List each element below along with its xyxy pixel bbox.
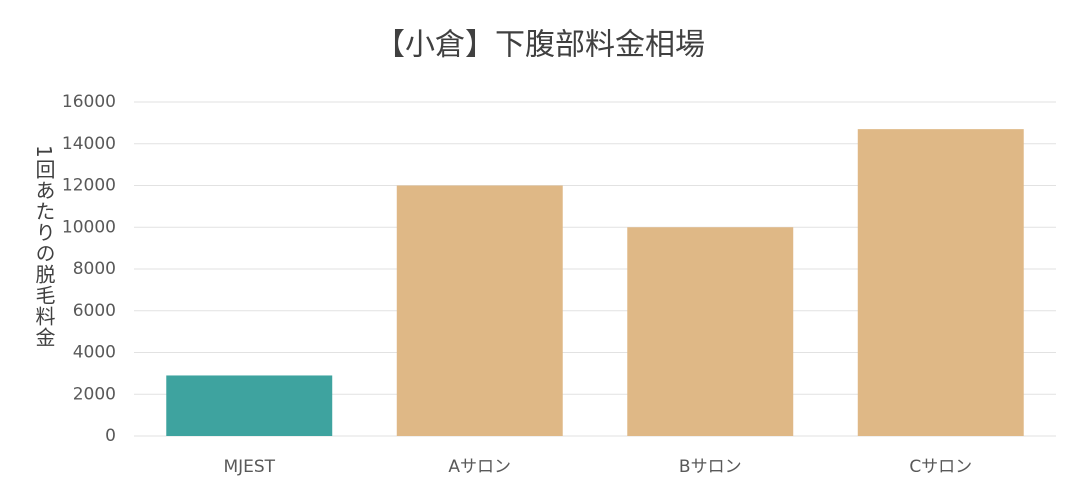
y-axis-label: 1回あたりの脱毛料金 [32, 145, 56, 348]
bar [627, 227, 794, 436]
y-tick-label: 2000 [73, 384, 116, 404]
x-tick-label: Cサロン [909, 457, 972, 477]
chart-title: 【小倉】下腹部料金相場 [375, 28, 705, 63]
y-tick-label: 14000 [62, 134, 116, 154]
x-tick-label: Aサロン [448, 457, 511, 477]
y-tick-label: 12000 [62, 176, 116, 196]
bar [166, 375, 333, 436]
y-tick-label: 10000 [62, 217, 116, 237]
x-tick-label: Bサロン [679, 457, 742, 477]
bar [857, 129, 1024, 436]
y-tick-label: 16000 [62, 92, 116, 112]
y-tick-label: 4000 [73, 343, 116, 363]
y-tick-label: 6000 [73, 301, 116, 321]
x-tick-label: MJEST [223, 457, 275, 477]
y-tick-label: 0 [105, 426, 116, 446]
y-tick-label: 8000 [73, 259, 116, 279]
bar [396, 185, 563, 436]
